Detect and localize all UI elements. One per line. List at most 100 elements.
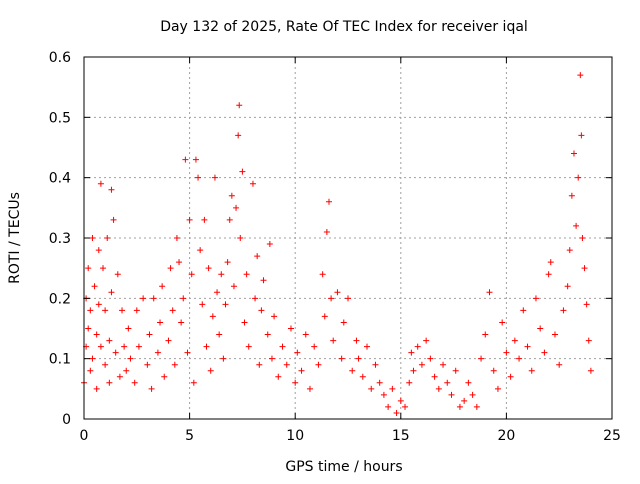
- data-point-marker: [414, 343, 421, 350]
- data-point-marker: [564, 283, 571, 290]
- data-point-marker: [528, 367, 535, 374]
- data-point-marker: [171, 361, 178, 368]
- plot-frame: [83, 56, 613, 420]
- data-point-marker: [406, 379, 413, 386]
- y-tick-label: 0.2: [49, 291, 71, 307]
- data-point-marker: [385, 403, 392, 410]
- data-point-marker: [547, 259, 554, 266]
- data-point-marker: [330, 337, 337, 344]
- chart-title: Day 132 of 2025, Rate Of TEC Index for r…: [160, 19, 528, 35]
- data-point-marker: [119, 307, 126, 314]
- data-point-marker: [397, 397, 404, 404]
- data-point-marker: [114, 271, 121, 278]
- data-point-marker: [478, 355, 485, 362]
- data-point-marker: [359, 373, 366, 380]
- data-point-marker: [340, 319, 347, 326]
- data-point-marker: [176, 259, 183, 266]
- data-point-marker: [266, 241, 273, 248]
- data-point-marker: [298, 367, 305, 374]
- data-point-marker: [444, 379, 451, 386]
- data-point-marker: [131, 379, 138, 386]
- data-point-marker: [102, 307, 109, 314]
- data-point-marker: [287, 325, 294, 332]
- data-point-marker: [199, 301, 206, 308]
- data-point-marker: [230, 283, 237, 290]
- data-point-marker: [516, 355, 523, 362]
- data-point-marker: [218, 271, 225, 278]
- data-point-marker: [556, 361, 563, 368]
- data-point-marker: [87, 367, 94, 374]
- x-tick-label: 0: [80, 428, 89, 444]
- data-point-marker: [545, 271, 552, 278]
- data-point-marker: [560, 307, 567, 314]
- data-point-marker: [110, 216, 117, 223]
- data-point-marker: [95, 301, 102, 308]
- data-point-marker: [209, 313, 216, 320]
- data-point-marker: [323, 228, 330, 235]
- data-point-marker: [108, 289, 115, 296]
- data-point-marker: [315, 361, 322, 368]
- data-point-marker: [237, 235, 244, 241]
- data-point-marker: [456, 403, 463, 410]
- data-point-marker: [532, 295, 539, 302]
- x-tick-label: 20: [497, 428, 515, 444]
- data-point-marker: [319, 271, 326, 278]
- data-point-marker: [167, 265, 174, 272]
- data-point-marker: [241, 319, 248, 326]
- y-tick-label: 0.3: [49, 231, 71, 247]
- y-tick-label: 0.6: [49, 50, 71, 66]
- data-point-marker: [490, 367, 497, 374]
- data-point-marker: [577, 72, 584, 79]
- data-point-marker: [93, 331, 100, 338]
- data-point-marker: [159, 283, 166, 290]
- data-point-marker: [573, 222, 580, 229]
- data-point-marker: [376, 379, 383, 386]
- data-point-marker: [207, 367, 214, 374]
- data-point-marker: [192, 156, 199, 163]
- data-point-marker: [97, 343, 104, 350]
- data-point-marker: [541, 349, 548, 356]
- x-tick-label: 15: [392, 428, 410, 444]
- data-point-marker: [256, 361, 263, 368]
- data-point-marker: [499, 319, 506, 326]
- data-point-marker: [211, 174, 218, 181]
- data-point-marker: [97, 180, 104, 187]
- data-point-marker: [583, 301, 590, 308]
- data-point-marker: [551, 331, 558, 338]
- data-point-marker: [271, 313, 278, 320]
- data-point-marker: [180, 295, 187, 302]
- data-point-marker: [264, 331, 271, 338]
- data-point-marker: [283, 361, 290, 368]
- x-axis-label: GPS time / hours: [285, 459, 402, 475]
- data-point-marker: [85, 265, 92, 272]
- data-point-marker: [184, 349, 191, 356]
- data-point-marker: [154, 349, 161, 356]
- data-point-marker: [482, 331, 489, 338]
- data-point-marker: [353, 337, 360, 344]
- data-point-marker: [104, 235, 111, 241]
- data-point-marker: [102, 361, 109, 368]
- data-point-marker: [575, 174, 582, 181]
- data-point-marker: [581, 265, 588, 272]
- data-point-marker: [148, 385, 155, 392]
- y-tick-label: 0.1: [49, 352, 71, 368]
- data-point-marker: [123, 367, 130, 374]
- data-point-marker: [106, 337, 113, 344]
- data-point-marker: [402, 403, 409, 410]
- data-point-marker: [91, 283, 98, 290]
- data-point-marker: [408, 349, 415, 356]
- x-tick-label: 5: [185, 428, 194, 444]
- data-point-marker: [511, 337, 518, 344]
- data-point-marker: [566, 247, 573, 254]
- data-point-marker: [570, 150, 577, 157]
- data-point-marker: [345, 295, 351, 302]
- data-point-marker: [279, 343, 286, 350]
- data-point-marker: [252, 295, 259, 302]
- data-point-marker: [146, 331, 153, 338]
- x-tick-label: 10: [286, 428, 304, 444]
- axes-layer: [83, 56, 613, 420]
- data-point-marker: [195, 174, 202, 181]
- data-point-marker: [494, 385, 501, 392]
